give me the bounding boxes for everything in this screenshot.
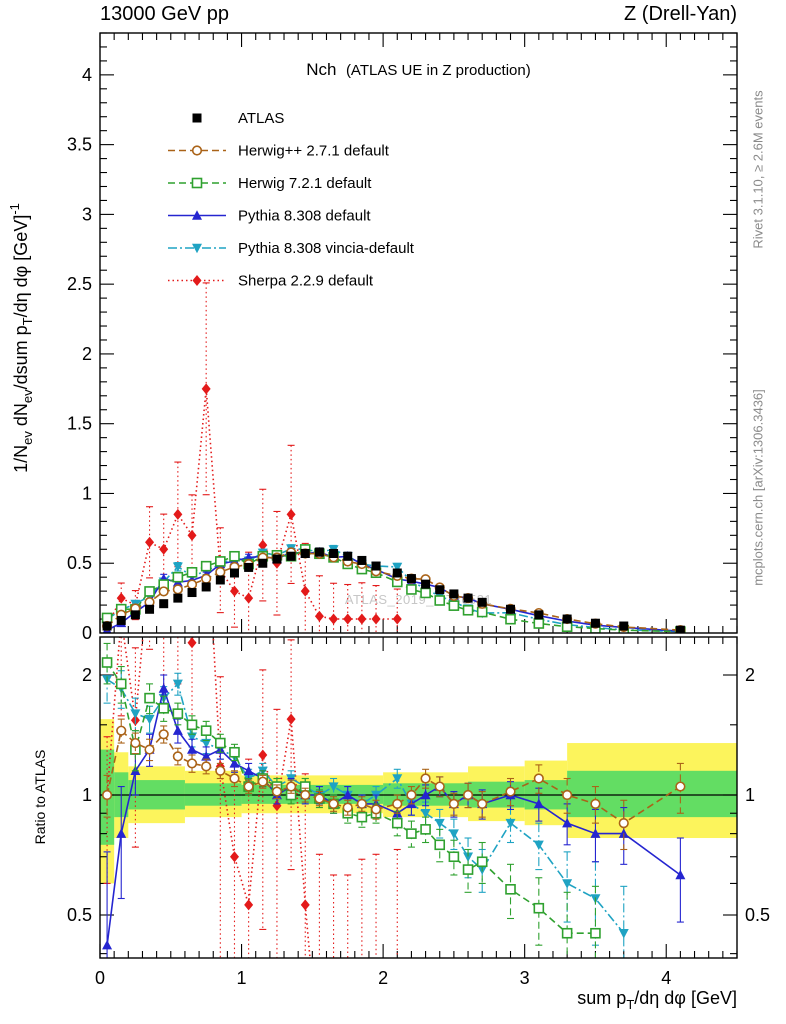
- tick-label: 2: [82, 665, 92, 685]
- band-green: [567, 770, 737, 818]
- tick-label: 1: [237, 968, 247, 988]
- legend-label-atlas: ATLAS: [238, 110, 284, 127]
- tick-label: 0.5: [67, 905, 92, 925]
- header-beam-energy: 13000 GeV pp: [100, 3, 229, 25]
- series-line: [106, 388, 398, 627]
- mcplots-reference-note: mcplots.cern.ch [arXiv:1306.3436]: [750, 389, 766, 586]
- header-process: Z (Drell-Yan): [624, 3, 737, 25]
- rivet-version-note: Rivet 3.1.10, ≥ 2.6M events: [750, 90, 766, 249]
- analysis-name: (ATLAS UE in Z production): [345, 62, 531, 79]
- svg-text:1/Nev dNev/dsum pT/dη dφ [GeV]: 1/Nev dNev/dsum pT/dη dφ [GeV]-1: [7, 203, 35, 473]
- svg-text:sum pT/dη dφ [GeV]: sum pT/dη dφ [GeV]: [577, 988, 737, 1012]
- tick-label: 1: [82, 483, 92, 503]
- ratio-panel-frame: [99, 636, 738, 959]
- tick-label: 3: [520, 968, 530, 988]
- tick-label: 1: [745, 785, 755, 805]
- main-panel-frame: [99, 32, 738, 634]
- tick-label: 1: [82, 785, 92, 805]
- series-ratio-herwig-2-7-1-default: [101, 718, 686, 851]
- series-ratio-herwig-7-2-1-default: [101, 642, 601, 958]
- legend-label-pythia-8-308-default: Pythia 8.308 default: [238, 208, 371, 225]
- ratio-axis-label: Ratio to ATLAS: [32, 749, 48, 845]
- legend-label-herwig-2-7-1-default: Herwig++ 2.7.1 default: [238, 143, 390, 160]
- observable-name: Nch: [306, 60, 337, 79]
- legend-label-sherpa-2-2-9-default: Sherpa 2.2.9 default: [238, 273, 374, 290]
- tick-label: 0.5: [67, 553, 92, 573]
- ratio-uncertainty-bands: [100, 719, 737, 884]
- series-line: [106, 637, 311, 958]
- tick-label: 4: [661, 968, 671, 988]
- x-axis-label: sum pT/dη dφ [GeV]: [577, 988, 737, 1012]
- tick-label: 0: [82, 623, 92, 643]
- legend-label-herwig-7-2-1-default: Herwig 7.2.1 default: [238, 175, 372, 192]
- legend-label-pythia-8-308-vincia-default: Pythia 8.308 vincia-default: [238, 240, 415, 257]
- tick-label: 3.5: [67, 135, 92, 155]
- tick-label: 1.5: [67, 414, 92, 434]
- y-axis-label: 1/Nev dNev/dsum pT/dη dφ [GeV]-1: [7, 203, 35, 473]
- tick-label: 2: [82, 344, 92, 364]
- tick-label: 2.5: [67, 274, 92, 294]
- series-main-atlas: [102, 547, 685, 633]
- tick-label: 0.5: [745, 905, 770, 925]
- axis-tick-labels: 0 1 2 3 4 0 0.5 1 1.5 2 2.5 3 3.5 4 0.5 0.5 1 1 2 2: [67, 65, 770, 988]
- tick-label: 0: [95, 968, 105, 988]
- series-line: [106, 678, 625, 934]
- tick-label: 3: [82, 204, 92, 224]
- plot-title: Nch (ATLAS UE in Z production): [100, 60, 737, 80]
- tick-label: 2: [378, 968, 388, 988]
- series-main-sherpa-2-2-9-default: [102, 282, 402, 633]
- legend: ATLAS Herwig++ 2.7.1 default Herwig 7.2.1 …: [168, 110, 415, 290]
- tick-label: 2: [745, 665, 755, 685]
- tick-label: 4: [82, 65, 92, 85]
